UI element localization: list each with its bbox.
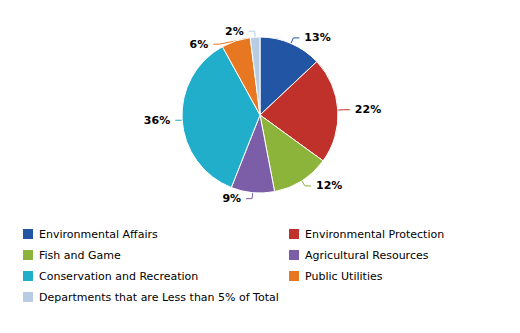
svg-text:2%: 2% (225, 25, 244, 38)
svg-text:13%: 13% (304, 31, 330, 44)
svg-text:9%: 9% (222, 192, 241, 205)
svg-text:12%: 12% (316, 179, 342, 192)
svg-text:6%: 6% (190, 38, 209, 51)
svg-text:Agricultural Resources: Agricultural Resources (305, 249, 429, 262)
svg-text:Environmental Protection: Environmental Protection (305, 228, 444, 241)
svg-text:Environmental Affairs: Environmental Affairs (39, 228, 158, 241)
svg-text:Fish and Game: Fish and Game (39, 249, 121, 262)
svg-text:Departments that are Less than: Departments that are Less than 5% of Tot… (39, 291, 279, 304)
svg-text:36%: 36% (144, 114, 170, 127)
svg-text:Public Utilities: Public Utilities (305, 270, 383, 283)
svg-text:22%: 22% (355, 103, 381, 116)
svg-text:Conservation and Recreation: Conservation and Recreation (39, 270, 198, 283)
